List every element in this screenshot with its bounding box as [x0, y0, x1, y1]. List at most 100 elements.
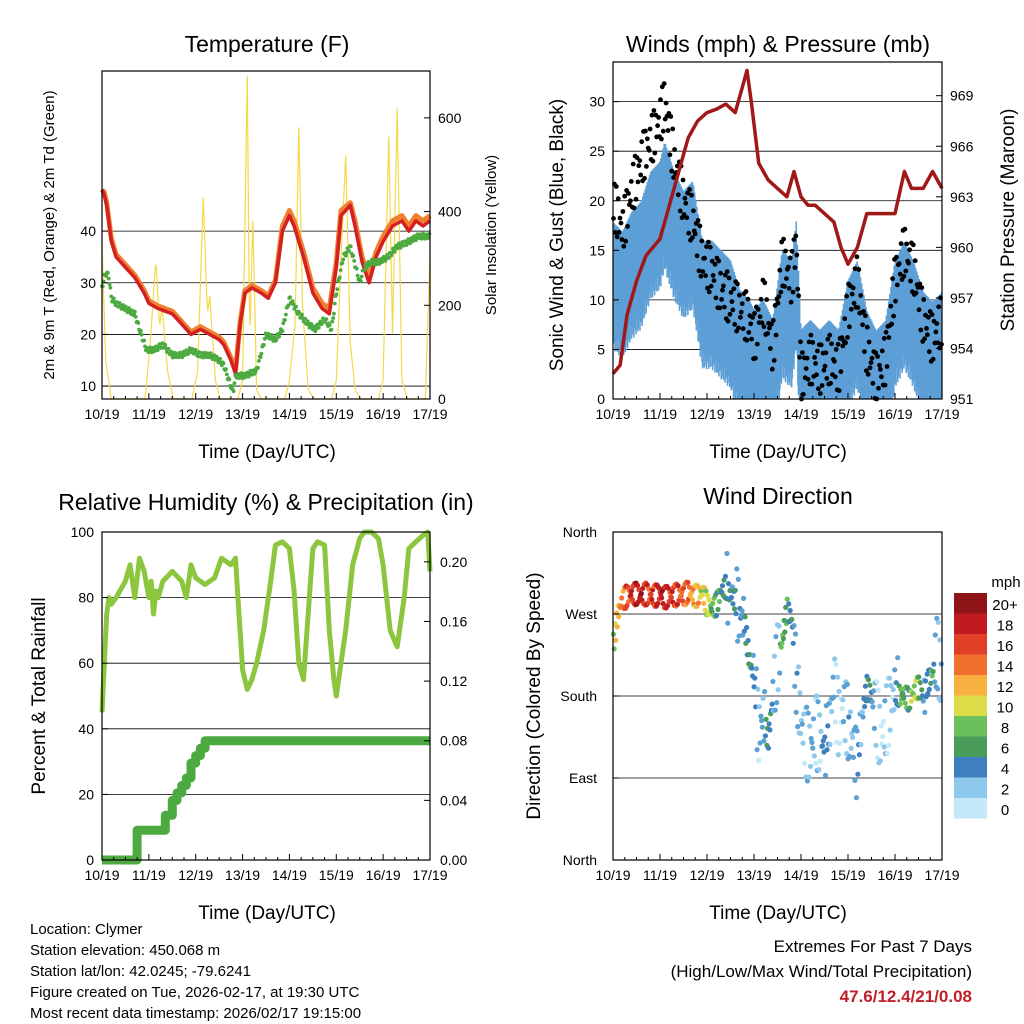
- dewpoint-point: [139, 332, 144, 337]
- y-tick-label: West: [565, 606, 597, 622]
- dewpoint-point: [332, 311, 336, 316]
- direction-point: [865, 677, 872, 683]
- direction-point: [883, 683, 890, 689]
- direction-point: [724, 550, 730, 557]
- gust-point: [869, 355, 875, 361]
- gust-point: [729, 299, 735, 304]
- direction-point: [926, 686, 932, 693]
- direction-point: [733, 611, 739, 617]
- legend-label: 4: [1001, 761, 1009, 778]
- temperature-xlabel: Time (Day/UTC): [198, 442, 336, 463]
- dewpoint-point: [359, 279, 363, 284]
- dewpoint-point: [327, 323, 332, 327]
- gust-point: [873, 350, 879, 356]
- gust-point: [798, 339, 803, 345]
- direction-point: [870, 704, 876, 710]
- direction-point: [841, 718, 847, 725]
- x-tick-label: 11/19: [643, 867, 677, 883]
- gust-point: [794, 252, 800, 258]
- gust-point: [644, 136, 650, 142]
- dewpoint-point: [331, 316, 335, 320]
- direction-point: [753, 704, 759, 710]
- legend-title: mph: [991, 574, 1020, 591]
- y2-tick-label: 600: [438, 110, 462, 126]
- gust-point: [797, 354, 802, 360]
- latlon-text: Station lat/lon: 42.0245; -79.6241: [30, 963, 252, 980]
- gust-point: [738, 309, 744, 315]
- dewpoint-point: [389, 253, 394, 258]
- gust-point: [926, 314, 931, 320]
- direction-point: [765, 745, 772, 751]
- direction-point: [795, 664, 802, 670]
- direction-point: [818, 728, 824, 735]
- gust-point: [910, 242, 916, 248]
- gust-point: [651, 108, 657, 113]
- direction-point: [824, 747, 830, 753]
- dewpoint-point: [386, 256, 391, 260]
- direction-point: [830, 674, 836, 680]
- gust-point: [800, 391, 806, 397]
- direction-point: [887, 727, 893, 733]
- dewpoint-point: [426, 235, 431, 240]
- x-tick-label: 16/19: [366, 867, 401, 883]
- direction-point: [767, 727, 773, 733]
- gust-point: [642, 175, 647, 181]
- direction-point: [848, 745, 854, 752]
- gust-point: [789, 248, 795, 254]
- direction-point: [832, 656, 838, 662]
- gust-point: [828, 380, 833, 386]
- direction-point: [902, 700, 908, 706]
- y-tick-label: 80: [78, 590, 94, 606]
- gust-point: [796, 293, 801, 299]
- dewpoint-point: [286, 303, 291, 308]
- direction-point: [799, 721, 805, 727]
- station-info: Location: Clymer Station elevation: 450.…: [30, 919, 361, 1024]
- gust-point: [861, 309, 866, 314]
- gust-point: [784, 276, 789, 281]
- direction-point: [877, 703, 883, 709]
- gust-point: [735, 281, 740, 287]
- direction-point: [771, 653, 778, 659]
- direction-point: [850, 734, 856, 741]
- y2-tick-label: 951: [950, 391, 974, 407]
- direction-point: [675, 583, 681, 589]
- gust-point: [884, 364, 890, 369]
- legend-swatch: [954, 654, 987, 675]
- gust-point: [783, 248, 788, 254]
- dewpoint-point: [111, 296, 116, 301]
- direction-point: [922, 709, 928, 716]
- gust-point: [670, 126, 676, 132]
- legend-label: 8: [1001, 720, 1009, 737]
- gust-point: [847, 324, 852, 330]
- direction-point: [638, 590, 644, 597]
- direction-point: [740, 632, 746, 638]
- gust-point: [682, 195, 688, 201]
- gust-point: [800, 350, 805, 355]
- gust-point: [863, 313, 868, 319]
- dewpoint-point: [281, 321, 286, 326]
- y-tick-label: North: [563, 524, 597, 540]
- gust-point: [716, 258, 722, 264]
- dewpoint-point: [354, 266, 359, 271]
- direction-point: [751, 684, 757, 690]
- gust-point: [659, 136, 664, 142]
- dewpoint-point: [163, 342, 168, 347]
- dewpoint-point: [368, 263, 373, 268]
- direction-point: [917, 680, 923, 686]
- direction-point: [837, 740, 843, 746]
- humidity-line: [99, 529, 433, 713]
- gust-point: [725, 318, 731, 324]
- direction-point: [855, 771, 861, 777]
- y-tick-label: 10: [589, 292, 605, 308]
- gust-point: [856, 267, 862, 272]
- y2-tick-label: 0.12: [440, 673, 467, 689]
- dewpoint-point: [208, 351, 213, 355]
- x-tick-label: 10/19: [84, 406, 119, 422]
- direction-point: [807, 763, 814, 769]
- direction-point: [649, 596, 655, 603]
- dewpoint-point: [330, 319, 335, 324]
- direction-point: [890, 687, 896, 693]
- temperature-ylabel-left: 2m & 9m T (Red, Orange) & 2m Td (Green): [41, 90, 58, 379]
- direction-point: [754, 747, 760, 753]
- direction-point: [719, 583, 726, 589]
